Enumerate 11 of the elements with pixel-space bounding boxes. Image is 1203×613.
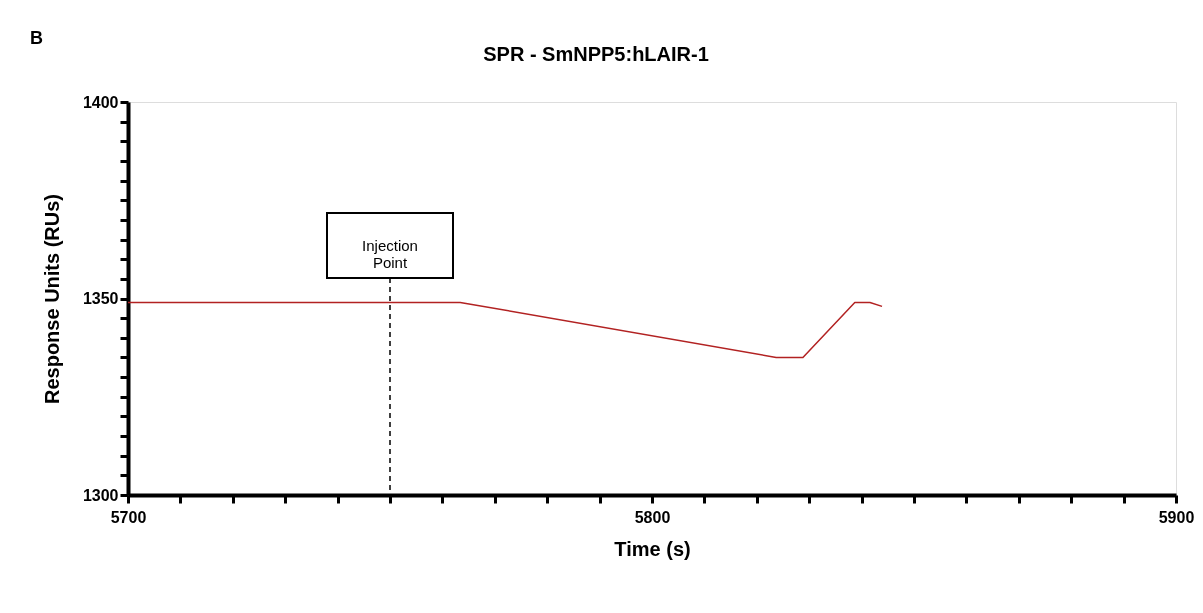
text: B — [30, 28, 43, 48]
chart-title: SPR - SmNPP5:hLAIR-1 — [483, 43, 709, 65]
x-tick-label: 5800 — [634, 508, 671, 526]
y-axis-title: Response Units (RUs) — [40, 193, 63, 405]
x-axis-title: Time (s) — [614, 537, 691, 560]
y-tick-label: 1400 — [82, 93, 119, 111]
y-tick-label: 1350 — [82, 290, 119, 307]
x-tick-label: 5700 — [110, 508, 147, 526]
y-tick-label: 1300 — [82, 486, 119, 504]
ref-line-label: Injection Point — [362, 236, 418, 271]
x-tick-label: 5900 — [1158, 508, 1195, 526]
